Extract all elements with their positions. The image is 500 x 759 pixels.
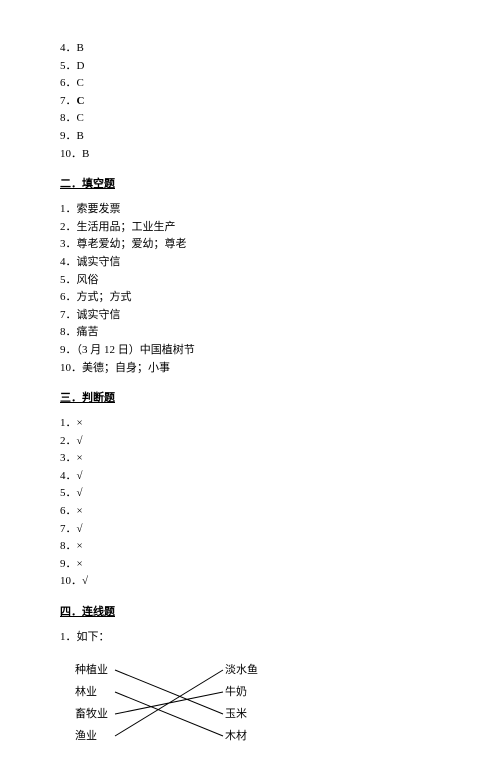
matching-left-column: 种植业林业畜牧业渔业 — [75, 659, 108, 747]
choice-answer: 8．C — [60, 110, 450, 128]
judge-answer: 1．× — [60, 415, 450, 433]
choice-answer: 7．C — [60, 93, 450, 111]
judge-answer: 5．√ — [60, 485, 450, 503]
fill-answer: 6．方式；方式 — [60, 289, 450, 307]
section-4-header: 四．连线题 — [60, 603, 450, 619]
judge-answer: 7．√ — [60, 521, 450, 539]
match-right-item: 牛奶 — [225, 681, 258, 703]
section-3-header: 三．判断题 — [60, 389, 450, 405]
matching-diagram: 种植业林业畜牧业渔业 淡水鱼牛奶玉米木材 — [75, 659, 275, 759]
match-left-item: 林业 — [75, 681, 108, 703]
match-right-item: 玉米 — [225, 703, 258, 725]
choice-answer: 5．D — [60, 58, 450, 76]
choice-answer: 6．C — [60, 75, 450, 93]
fill-answer: 5．风俗 — [60, 272, 450, 290]
fill-answer: 10．美德；自身；小事 — [60, 360, 450, 378]
match-left-item: 种植业 — [75, 659, 108, 681]
fill-answer: 2．生活用品；工业生产 — [60, 219, 450, 237]
matching-right-column: 淡水鱼牛奶玉米木材 — [225, 659, 258, 747]
judge-answer: 4．√ — [60, 468, 450, 486]
judge-answer: 9．× — [60, 556, 450, 574]
judge-answer: 10．√ — [60, 573, 450, 591]
match-right-item: 木材 — [225, 725, 258, 747]
choice-answers: 4．B5．D6．C7．C8．C9．B10．B — [60, 40, 450, 163]
judge-answers: 1．×2．√3．×4．√5．√6．×7．√8．×9．×10．√ — [60, 415, 450, 591]
section-2-header: 二．填空题 — [60, 175, 450, 191]
match-left-item: 畜牧业 — [75, 703, 108, 725]
fill-answer: 1．索要发票 — [60, 201, 450, 219]
choice-answer: 9．B — [60, 128, 450, 146]
fill-answer: 8．痛苦 — [60, 324, 450, 342]
match-right-item: 淡水鱼 — [225, 659, 258, 681]
fill-answer: 9．（3 月 12 日）中国植树节 — [60, 342, 450, 360]
choice-answer: 4．B — [60, 40, 450, 58]
fill-answer: 7．诚实守信 — [60, 307, 450, 325]
matching-intro: 1．如下： — [60, 629, 450, 647]
choice-answer: 10．B — [60, 146, 450, 164]
match-left-item: 渔业 — [75, 725, 108, 747]
fill-answers: 1．索要发票2．生活用品；工业生产3．尊老爱幼；爱幼；尊老4．诚实守信5．风俗6… — [60, 201, 450, 377]
judge-answer: 2．√ — [60, 433, 450, 451]
judge-answer: 3．× — [60, 450, 450, 468]
fill-answer: 3．尊老爱幼；爱幼；尊老 — [60, 236, 450, 254]
judge-answer: 6．× — [60, 503, 450, 521]
judge-answer: 8．× — [60, 538, 450, 556]
fill-answer: 4．诚实守信 — [60, 254, 450, 272]
